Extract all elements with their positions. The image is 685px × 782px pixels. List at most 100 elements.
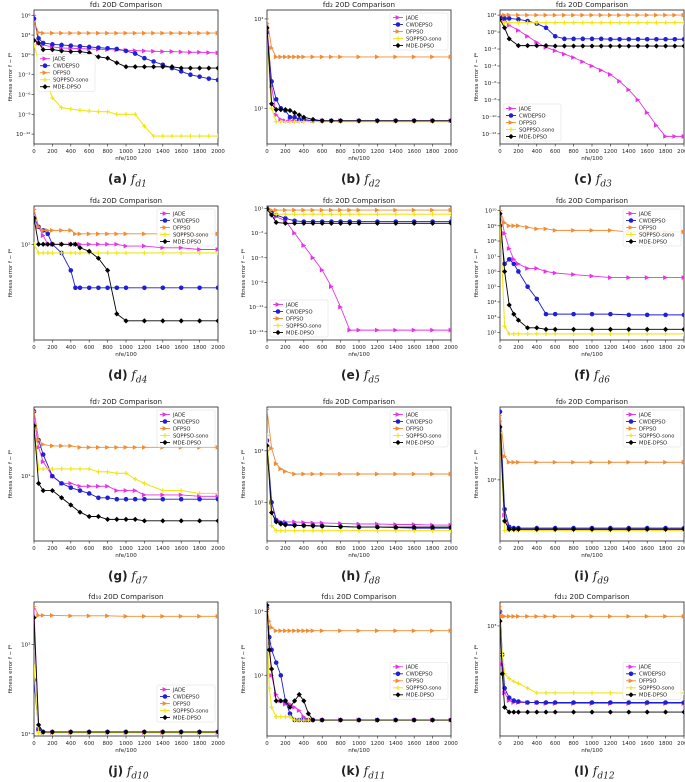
data-point (338, 212, 342, 216)
legend: JADECWDEPSODFPSOSQPPSO-sonoMDE-DPSO (157, 410, 215, 447)
data-point (114, 517, 119, 522)
data-point (590, 64, 595, 69)
data-point (544, 332, 548, 336)
data-point (534, 266, 539, 271)
x-tick-label: 800 (568, 546, 579, 552)
data-point (663, 134, 668, 139)
legend-label: JADE (518, 106, 531, 112)
data-point (265, 433, 269, 437)
series-sqppso-sono (265, 433, 453, 533)
data-point (269, 106, 273, 110)
data-point (32, 678, 37, 683)
data-point (297, 112, 302, 117)
data-point (133, 488, 138, 493)
legend-marker (43, 63, 48, 68)
data-point (599, 43, 604, 48)
data-point (73, 285, 78, 290)
data-point (115, 497, 120, 502)
data-point (681, 327, 685, 332)
legend-label: CWDEPSO (173, 218, 200, 224)
caption-label: (c) (574, 172, 592, 186)
data-point (96, 445, 101, 450)
series-line (34, 22, 218, 33)
data-point (160, 492, 165, 497)
data-point (525, 614, 530, 619)
legend-label: JADE (638, 665, 651, 671)
data-point (68, 613, 73, 618)
y-tick-label: 10⁻¹² (482, 131, 497, 138)
data-point (292, 110, 297, 115)
series-line (267, 435, 451, 530)
x-tick-label: 1400 (389, 546, 403, 552)
data-point (553, 13, 558, 18)
x-tick-label: 1200 (604, 149, 618, 155)
data-point (269, 705, 273, 709)
data-point (544, 312, 549, 317)
data-point (36, 731, 40, 735)
data-point (511, 709, 516, 714)
x-tick-label: 2000 (677, 149, 685, 155)
data-point (170, 49, 175, 54)
x-tick-label: 1800 (193, 546, 207, 552)
data-point (179, 518, 184, 523)
data-point (114, 231, 119, 236)
x-tick-label: 400 (66, 546, 77, 552)
data-point (516, 28, 521, 33)
data-point (96, 231, 101, 236)
data-point (179, 492, 184, 497)
data-point (96, 251, 100, 255)
data-point (274, 55, 279, 60)
data-point (274, 715, 278, 719)
chart-panel: fd₁ 20D Comparison 0 200 400 600 800 1000 1200 1… (4, 0, 224, 190)
data-point (682, 460, 685, 465)
data-point (608, 691, 612, 695)
data-point (599, 13, 604, 18)
data-point (160, 49, 165, 54)
data-point (288, 628, 293, 633)
data-point (663, 614, 668, 619)
data-point (197, 285, 202, 290)
data-point (297, 628, 302, 633)
data-point (274, 119, 278, 123)
x-tick-label: 200 (280, 345, 291, 351)
data-point (608, 312, 613, 317)
data-point (571, 13, 576, 18)
data-point (188, 65, 193, 70)
y-tick-label: 10⁻⁴ (484, 63, 497, 70)
x-tick-label: 1400 (156, 345, 170, 351)
legend-label: DFPSO (406, 426, 423, 432)
x-tick-label: 2000 (211, 345, 225, 351)
data-point (590, 37, 595, 42)
data-point (645, 313, 650, 318)
data-point (412, 208, 417, 213)
data-point (543, 709, 548, 714)
data-point (96, 514, 101, 519)
data-point (673, 37, 678, 42)
data-point (553, 327, 558, 332)
chart-title: fd₁ 20D Comparison (90, 0, 162, 9)
data-point (73, 251, 77, 255)
data-point (534, 709, 539, 714)
x-tick-label: 200 (513, 149, 524, 155)
data-point (553, 332, 557, 336)
legend: JADECWDEPSODFPSOSQPPSO-sonoMDE-DPSO (623, 410, 681, 447)
chart-svg: fd₁ 20D Comparison0 200 400 600 800 1000 1200 1… (4, 0, 224, 160)
y-tick-label: 10⁶ (21, 12, 31, 19)
data-point (512, 332, 516, 336)
data-point (571, 614, 576, 619)
x-tick-label: 2000 (444, 741, 458, 747)
data-point (553, 460, 558, 465)
data-point (645, 327, 650, 332)
y-tick-label: 10⁻¹² (16, 131, 31, 138)
data-point (608, 614, 613, 619)
chart-title: fd₂ 20D Comparison (323, 0, 395, 9)
x-tick-label: 1400 (389, 741, 403, 747)
data-point (608, 700, 613, 705)
data-point (525, 34, 530, 39)
chart-title: fd₉ 20D Comparison (556, 397, 628, 406)
x-tick-label: 200 (513, 741, 524, 747)
data-point (590, 312, 595, 317)
data-point (124, 488, 129, 493)
data-point (78, 251, 82, 255)
data-point (626, 13, 631, 18)
